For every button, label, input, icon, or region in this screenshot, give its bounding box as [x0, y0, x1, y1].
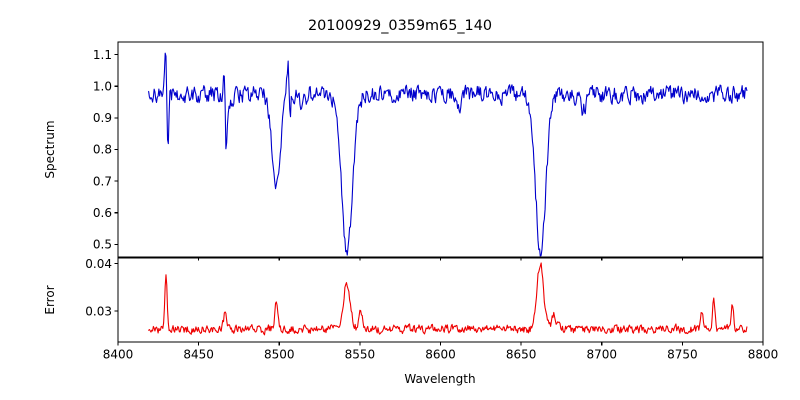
x-tick-label: 8800 [748, 348, 779, 362]
x-tick-label: 8500 [264, 348, 295, 362]
spectrum-y-axis-label: Spectrum [43, 120, 57, 178]
x-tick-label: 8650 [506, 348, 537, 362]
y-tick-label: 0.03 [85, 304, 112, 318]
y-tick-label: 1.0 [93, 79, 112, 93]
y-tick-label: 1.1 [93, 48, 112, 62]
y-tick-label: 0.7 [93, 174, 112, 188]
x-tick-label: 8550 [345, 348, 376, 362]
x-tick-label: 8600 [425, 348, 456, 362]
x-tick-label: 8750 [667, 348, 698, 362]
panel-frame [117, 41, 764, 258]
y-tick-label: 0.8 [93, 143, 112, 157]
x-axis-label: Wavelength [404, 372, 475, 386]
x-tick-label: 8400 [103, 348, 134, 362]
spectrum-panel-data-line [148, 52, 748, 257]
y-tick-label: 0.6 [93, 206, 112, 220]
x-tick-label: 8450 [183, 348, 214, 362]
error-panel: 0.03 0.04 8400 8450 8500 8550 8600 8650 8700 8750… [85, 257, 778, 362]
y-tick-label: 0.04 [85, 257, 112, 271]
y-tick-label: 0.9 [93, 111, 112, 125]
y-tick-label: 0.5 [93, 238, 112, 252]
error-y-axis-label: Error [43, 285, 57, 314]
error-panel-data-line [148, 262, 748, 336]
figure-title: 20100929_0359m65_140 [308, 18, 492, 34]
spectrum-panel: 0.5 0.6 0.7 0.8 0.9 1.0 1.1 [93, 41, 764, 261]
x-tick-label: 8700 [586, 348, 617, 362]
